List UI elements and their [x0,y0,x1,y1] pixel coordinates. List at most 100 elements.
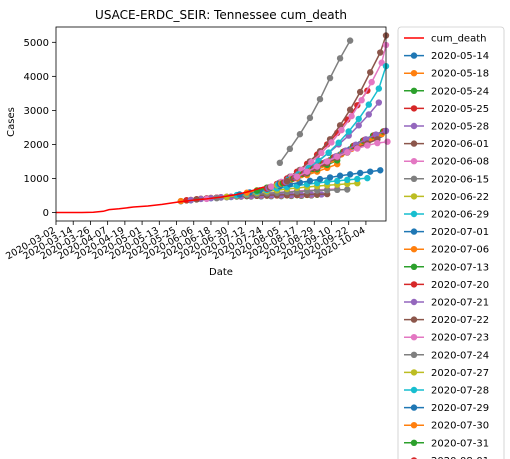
legend-marker [410,351,418,358]
forecast-point [367,168,374,175]
forecast-point [313,187,321,194]
forecast-series [293,138,391,180]
legend-label: 2020-08-01 [431,456,489,459]
forecast-point [293,173,301,180]
y-axis: 0 1000 2000 3000 4000 5000 [24,38,56,219]
forecast-point [377,167,384,174]
forecast-point [316,95,324,103]
legend-marker [410,193,418,200]
forecast-point [354,145,361,152]
forecast-point [345,128,352,135]
forecast-point [308,158,315,166]
forecast-point [346,37,354,44]
forecast-point [313,163,321,170]
legend-label: 2020-05-25 [431,104,489,115]
legend-marker [410,246,418,253]
legend-marker [410,281,418,288]
y-tick-label: 2000 [24,140,49,151]
legend-label: 2020-05-24 [431,86,489,97]
forecast-point [358,96,365,104]
forecast-point [377,49,384,56]
forecast-point [316,175,324,183]
forecast-point [348,112,355,120]
forecast-point [318,149,325,157]
forecast-point [355,115,362,123]
forecast-point [364,142,371,149]
forecast-point [286,145,294,153]
forecast-point [328,139,335,146]
legend-label: 2020-06-29 [431,210,489,221]
forecast-point [384,138,391,145]
legend-marker [410,263,418,270]
legend-label: 2020-07-01 [431,227,489,238]
legend-label: 2020-07-27 [431,368,489,379]
y-tick-label: 0 [43,208,49,219]
forecast-point [334,177,341,185]
forecast-point [375,85,383,92]
forecast-point [334,186,341,194]
legend-marker [410,334,418,341]
legend-marker [410,175,418,182]
forecast-point [336,172,344,179]
legend-label: 2020-07-30 [431,421,489,432]
legend-marker [410,70,418,77]
legend-label: 2020-07-31 [431,438,489,449]
legend-label: 2020-06-22 [431,192,489,203]
legend-marker [410,52,418,59]
legend-label: 2020-05-28 [431,122,489,133]
forecast-point [374,139,381,147]
forecast-point [338,126,345,134]
x-axis-label: Date [209,267,233,278]
forecast-point [375,99,383,106]
legend: cum_death 2020-05-14 2020-05-18 2020-05-24 2… [397,26,505,459]
y-tick-label: 4000 [24,72,49,83]
forecast-point [364,174,371,182]
legend-marker [410,316,418,323]
legend-marker [410,439,418,446]
x-axis: 2020-03-022020-03-142020-03-262020-04-07… [4,221,367,262]
forecast-point [355,122,362,129]
legend-label: 2020-07-20 [431,280,489,291]
forecast-point [335,139,342,146]
legend-label: 2020-07-29 [431,403,489,414]
forecast-point [283,177,291,185]
y-tick-label: 3000 [24,106,49,117]
legend-label: 2020-07-21 [431,298,489,309]
y-tick-label: 1000 [24,174,49,185]
forecast-point [344,186,351,193]
forecast-point [326,174,334,181]
forecast-point [344,149,351,156]
forecast-point [365,101,372,108]
legend-marker [410,404,418,411]
legend-label: 2020-07-22 [431,315,489,326]
legend-marker [410,228,418,235]
forecast-point [303,168,311,175]
forecast-point [356,88,364,96]
legend-label: 2020-06-08 [431,157,489,168]
legend-label: 2020-07-24 [431,350,489,361]
forecast-point [346,171,354,178]
forecast-point [378,59,385,66]
forecast-point [368,78,375,86]
forecast-point [296,131,304,138]
observed-line [55,186,265,214]
legend-label: 2020-07-06 [431,245,489,256]
forecast-series [276,37,354,166]
legend-label: 2020-05-14 [431,51,489,62]
legend-label: cum_death [431,34,486,45]
legend-marker [410,158,418,165]
legend-label: 2020-07-13 [431,262,489,273]
forecast-point [268,183,275,190]
plot-frame [55,26,387,222]
forecast-point [344,176,351,184]
forecast-point [323,158,331,165]
forecast-point [326,74,334,82]
legend-label: 2020-06-15 [431,174,489,185]
legend-box [397,26,505,459]
forecast-point [365,111,372,118]
chart-title: USACE-ERDC_SEIR: Tennessee cum_death [95,8,347,22]
legend-marker [410,122,418,130]
legend-label: 2020-05-18 [431,69,489,80]
forecast-point [356,169,364,177]
forecast-point [346,106,354,113]
